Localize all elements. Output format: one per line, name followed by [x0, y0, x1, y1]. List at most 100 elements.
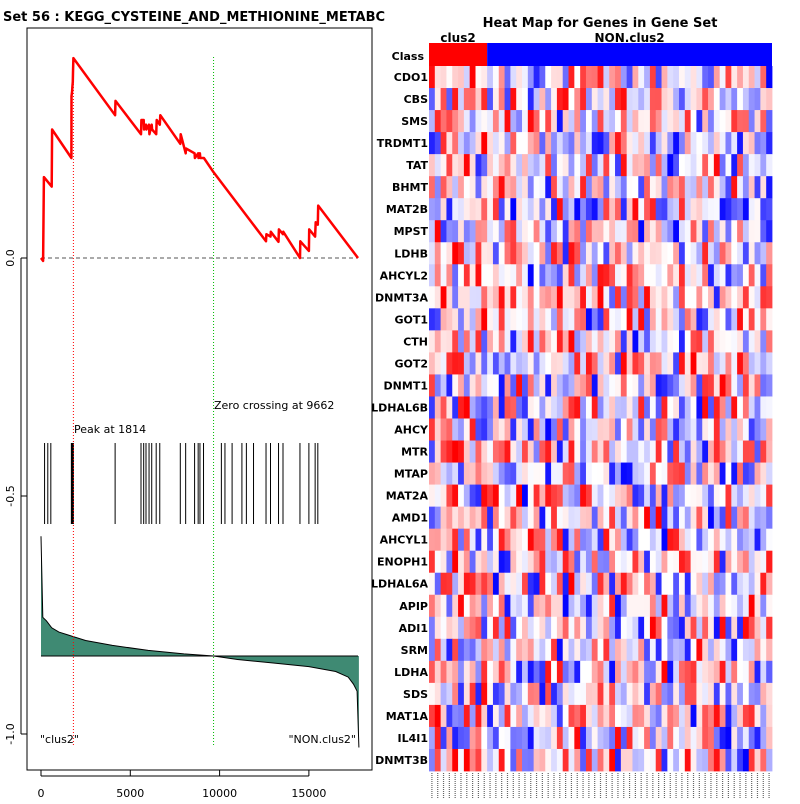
heatmap-cell [609, 440, 616, 463]
heatmap-cell [533, 682, 540, 706]
heatmap-cell [748, 594, 755, 618]
heatmap-cell [597, 88, 604, 111]
heatmap-cell [498, 308, 505, 331]
heatmap-cell [678, 286, 686, 309]
heatmap-cell [713, 748, 721, 772]
heatmap-cell [568, 264, 575, 287]
heatmap-cell [632, 88, 639, 111]
heatmap-cell [731, 704, 738, 728]
heatmap-title: Heat Map for Genes in Gene Set [483, 16, 718, 31]
heatmap-cell [632, 396, 639, 419]
heatmap-cell [760, 132, 767, 155]
heatmap-cell [533, 572, 540, 596]
heatmap-cell [742, 638, 750, 662]
heatmap-cell [458, 264, 465, 287]
heatmap-cell [748, 484, 755, 508]
heatmap-cell [446, 484, 453, 508]
heatmap-cell [638, 374, 645, 397]
heatmap-cell [580, 506, 587, 530]
heatmap-cell [452, 418, 459, 441]
heatmap-cell [533, 550, 540, 574]
heatmap-cell [510, 484, 517, 508]
heatmap-cell [673, 176, 680, 199]
heatmap-cell [574, 726, 581, 750]
heatmap-cell [539, 220, 546, 243]
heatmap-cell [632, 528, 639, 552]
heatmap-cell [539, 572, 546, 596]
heatmap-cell [719, 594, 726, 618]
heatmap-cell [609, 638, 616, 662]
heatmap-cell [533, 396, 540, 419]
heatmap-cell [539, 154, 546, 177]
heatmap-cell [644, 550, 651, 574]
heatmap-cell [638, 396, 645, 419]
heatmap-cell [585, 352, 593, 375]
heatmap-cell [522, 374, 529, 397]
heatmap-cell [719, 154, 726, 177]
heatmap-cell [556, 264, 564, 287]
heatmap-cell [487, 352, 494, 375]
heatmap-cell [440, 110, 447, 133]
heatmap-cell [754, 594, 761, 618]
heatmap-cell [585, 484, 593, 508]
heatmap-cell [737, 352, 744, 375]
heatmap-cell [725, 396, 732, 419]
heatmap-cell [742, 330, 750, 353]
heatmap-cell [475, 264, 482, 287]
heatmap-cell [580, 528, 587, 552]
heatmap-cell [661, 308, 668, 331]
heatmap-cell [527, 704, 535, 728]
heatmap-cell [522, 176, 529, 199]
heatmap-cell [708, 308, 715, 331]
heatmap-cell [696, 352, 703, 375]
heatmap-cell [545, 308, 552, 331]
heatmap-cell [498, 506, 505, 530]
heatmap-cell [440, 176, 447, 199]
heatmap-cell [452, 176, 459, 199]
heatmap-cell [522, 308, 529, 331]
heatmap-cell [609, 528, 616, 552]
heatmap-cell [591, 704, 598, 728]
heatmap-cell [469, 550, 476, 574]
heatmap-cell [725, 550, 732, 574]
heatmap-cell [673, 110, 680, 133]
heatmap-cell [597, 132, 604, 155]
heatmap-cell [708, 440, 715, 463]
heatmap-cell [615, 88, 622, 111]
heatmap-cell [440, 132, 447, 155]
heatmap-cell [626, 220, 633, 243]
heatmap-cell [429, 88, 436, 111]
heatmap-cell [463, 638, 471, 662]
heatmap-cell [591, 88, 598, 111]
heatmap-cell [481, 154, 488, 177]
heatmap-cell [539, 462, 546, 485]
heatmap-cell [632, 66, 639, 89]
heatmap-cell [585, 220, 593, 243]
heatmap-cell [440, 264, 447, 287]
heatmap-cell [498, 242, 505, 265]
heatmap-cell [673, 550, 680, 574]
heatmap-cell [452, 374, 459, 397]
heatmap-cell [487, 682, 494, 706]
heatmap-cell [638, 572, 645, 596]
heatmap-cell [574, 528, 581, 552]
heatmap-cell [644, 198, 651, 221]
heatmap-cell [649, 638, 657, 662]
heatmap-cell [591, 572, 598, 596]
heatmap-cell [556, 396, 564, 419]
heatmap-cell [649, 154, 657, 177]
heatmap-cell [510, 242, 517, 265]
heatmap-cell [632, 506, 639, 530]
heatmap-cell [498, 264, 505, 287]
heatmap-cell [516, 594, 523, 618]
heatmap-cell [551, 352, 558, 375]
heatmap-cell [516, 132, 523, 155]
heatmap-cell [742, 440, 750, 463]
heatmap-cell [731, 440, 738, 463]
heatmap-cell [673, 506, 680, 530]
heatmap-cell [527, 88, 535, 111]
heatmap-cell [591, 726, 598, 750]
heatmap-cell [702, 682, 709, 706]
heatmap-cell [603, 638, 610, 662]
heatmap-cell [748, 220, 755, 243]
